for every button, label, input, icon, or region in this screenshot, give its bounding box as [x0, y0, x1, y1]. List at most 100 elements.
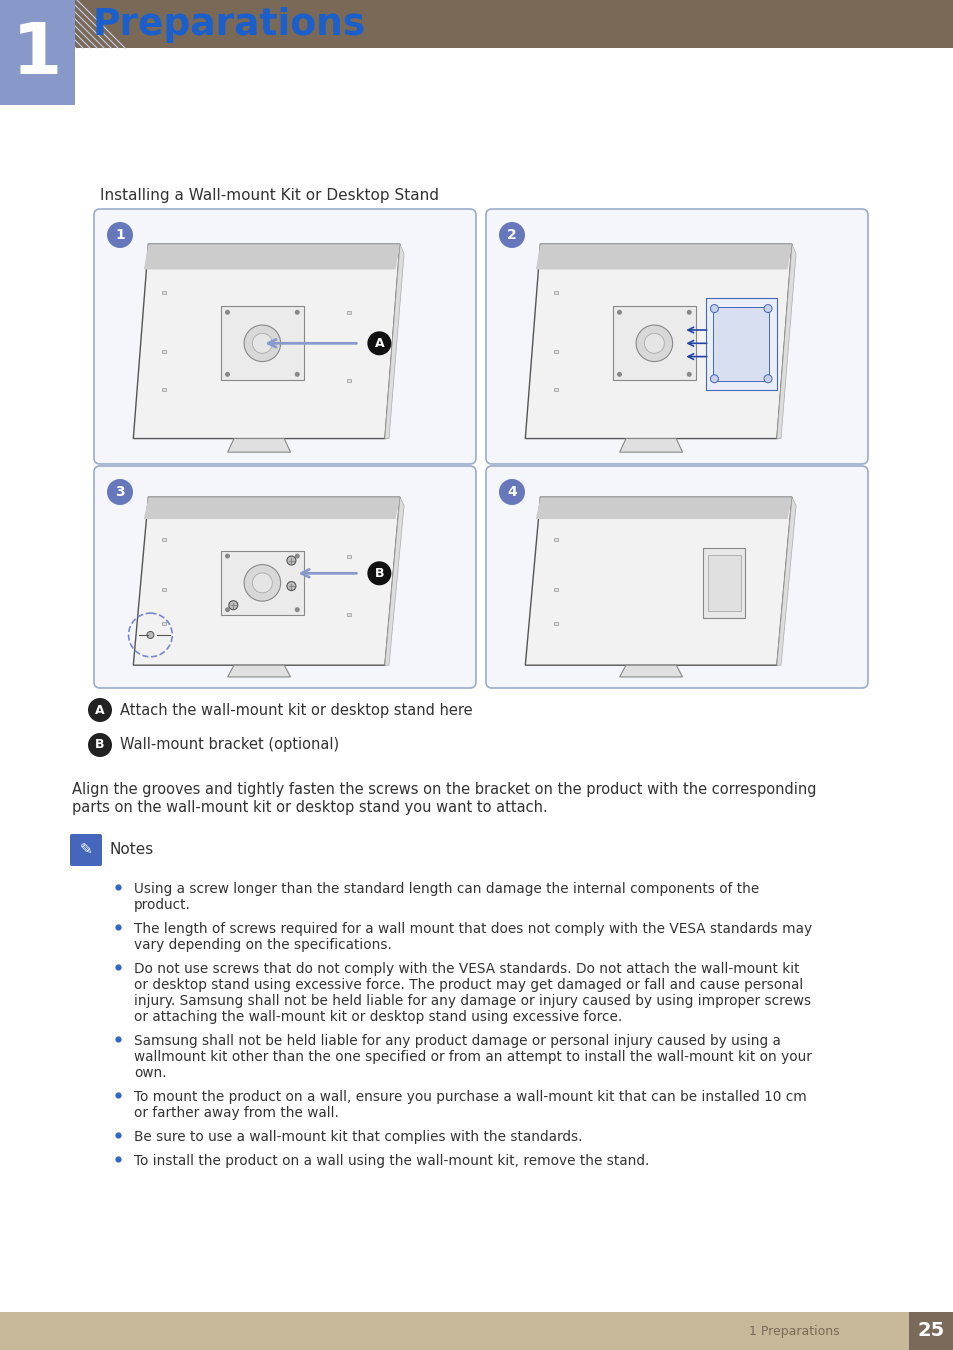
Polygon shape [228, 666, 291, 676]
Circle shape [617, 309, 621, 315]
Polygon shape [133, 244, 399, 439]
Polygon shape [384, 497, 404, 666]
Text: Preparations: Preparations [92, 7, 366, 43]
Text: Wall-mount bracket (optional): Wall-mount bracket (optional) [120, 737, 338, 752]
Bar [162, 537, 167, 541]
Circle shape [294, 608, 299, 612]
Text: parts on the wall-mount kit or desktop stand you want to attach.: parts on the wall-mount kit or desktop s… [71, 801, 547, 815]
Bar [612, 306, 695, 381]
Polygon shape [536, 244, 791, 270]
Circle shape [686, 371, 691, 377]
Circle shape [367, 562, 391, 586]
Circle shape [88, 733, 112, 757]
Text: 1 Preparations: 1 Preparations [749, 1324, 840, 1338]
Circle shape [287, 582, 295, 590]
Bar [554, 389, 558, 391]
Bar [221, 306, 304, 381]
Polygon shape [619, 439, 681, 452]
Bar [738, 555, 741, 558]
Circle shape [107, 221, 132, 248]
Text: A: A [375, 336, 384, 350]
Bar [702, 548, 744, 618]
Text: Align the grooves and tightly fasten the screws on the bracket on the product wi: Align the grooves and tightly fasten the… [71, 782, 816, 796]
Text: or attaching the wall-mount kit or desktop stand using excessive force.: or attaching the wall-mount kit or deskt… [133, 1010, 621, 1025]
Text: Installing a Wall-mount Kit or Desktop Stand: Installing a Wall-mount Kit or Desktop S… [100, 188, 438, 202]
Text: vary depending on the specifications.: vary depending on the specifications. [133, 938, 392, 952]
Circle shape [686, 309, 691, 315]
Circle shape [253, 333, 272, 354]
Text: Attach the wall-mount kit or desktop stand here: Attach the wall-mount kit or desktop sta… [120, 702, 472, 717]
FancyBboxPatch shape [94, 466, 476, 688]
FancyBboxPatch shape [485, 466, 867, 688]
Text: or farther away from the wall.: or farther away from the wall. [133, 1106, 338, 1120]
Circle shape [643, 333, 663, 354]
Text: injury. Samsung shall not be held liable for any damage or injury caused by usin: injury. Samsung shall not be held liable… [133, 994, 810, 1008]
Bar [346, 310, 351, 313]
Polygon shape [525, 497, 791, 666]
FancyBboxPatch shape [485, 209, 867, 464]
Bar [162, 350, 167, 352]
Bar [0, 0, 75, 49]
Bar [705, 297, 776, 390]
Circle shape [763, 305, 771, 313]
Text: To install the product on a wall using the wall-mount kit, remove the stand.: To install the product on a wall using t… [133, 1154, 649, 1168]
FancyBboxPatch shape [94, 209, 476, 464]
Bar [554, 589, 558, 591]
Text: A: A [95, 703, 105, 717]
Circle shape [763, 375, 771, 383]
Bar [554, 350, 558, 352]
Bar [0, 0, 953, 49]
Text: 1: 1 [12, 20, 63, 89]
Circle shape [107, 479, 132, 505]
Bar [707, 555, 740, 612]
Circle shape [253, 572, 272, 593]
Circle shape [367, 331, 391, 355]
Text: B: B [375, 567, 384, 579]
Bar [346, 555, 351, 558]
Text: own.: own. [133, 1066, 167, 1080]
Bar [346, 613, 351, 617]
Bar [738, 310, 741, 313]
Text: product.: product. [133, 898, 191, 913]
Text: or desktop stand using excessive force. The product may get damaged or fall and : or desktop stand using excessive force. … [133, 977, 802, 992]
Circle shape [225, 608, 230, 612]
Circle shape [294, 309, 299, 315]
Text: 3: 3 [115, 485, 125, 500]
Bar [908, 1312, 953, 1350]
Text: Notes: Notes [110, 842, 154, 857]
Text: The length of screws required for a wall mount that does not comply with the VES: The length of screws required for a wall… [133, 922, 811, 936]
Bar [554, 537, 558, 541]
Bar [738, 379, 741, 382]
Circle shape [617, 371, 621, 377]
Polygon shape [144, 497, 399, 518]
Circle shape [244, 325, 280, 362]
Bar [0, 1312, 953, 1350]
Bar [221, 551, 304, 614]
Circle shape [294, 554, 299, 559]
Bar [162, 389, 167, 391]
Bar [162, 292, 167, 294]
Polygon shape [776, 244, 795, 439]
Polygon shape [144, 244, 399, 270]
Bar [738, 613, 741, 617]
Text: To mount the product on a wall, ensure you purchase a wall-mount kit that can be: To mount the product on a wall, ensure y… [133, 1089, 806, 1104]
Text: Do not use screws that do not comply with the VESA standards. Do not attach the : Do not use screws that do not comply wit… [133, 963, 799, 976]
Circle shape [225, 371, 230, 377]
Polygon shape [619, 666, 681, 676]
Circle shape [498, 479, 524, 505]
Polygon shape [536, 497, 791, 518]
Circle shape [229, 601, 237, 610]
Text: ✎: ✎ [79, 842, 92, 857]
Circle shape [225, 309, 230, 315]
Circle shape [294, 371, 299, 377]
Text: 2: 2 [507, 228, 517, 242]
Circle shape [710, 305, 718, 313]
Text: 1: 1 [115, 228, 125, 242]
Text: Be sure to use a wall-mount kit that complies with the standards.: Be sure to use a wall-mount kit that com… [133, 1130, 582, 1143]
Circle shape [244, 564, 280, 601]
Bar [554, 292, 558, 294]
Circle shape [147, 632, 153, 639]
Text: 4: 4 [507, 485, 517, 500]
Bar [0, 0, 75, 105]
Circle shape [225, 554, 230, 559]
